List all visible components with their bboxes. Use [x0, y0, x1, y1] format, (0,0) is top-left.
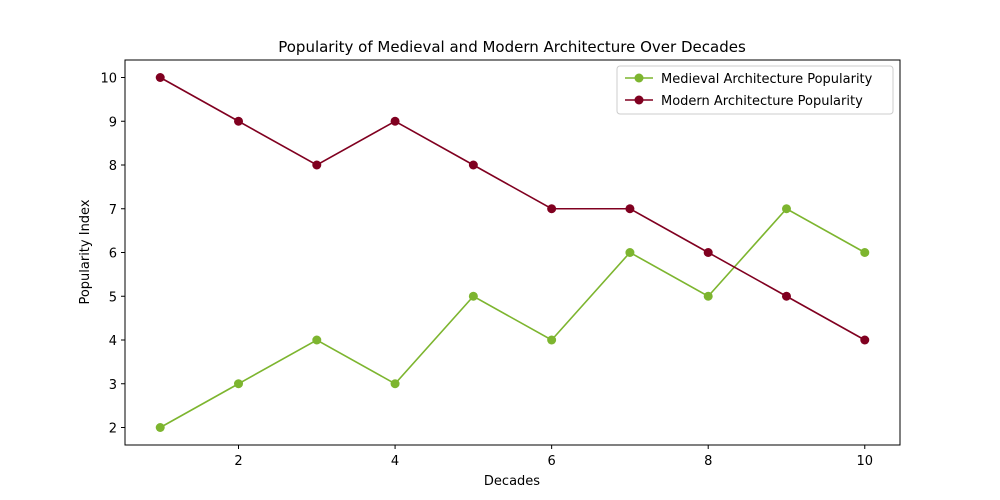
data-point-series-1	[468, 291, 478, 301]
x-tick-label: 8	[704, 454, 712, 469]
y-axis-label: Popularity Index	[78, 199, 93, 304]
legend-box	[616, 65, 894, 115]
data-point-series-2	[781, 291, 791, 301]
data-point-series-1	[625, 248, 635, 257]
y-tick-label: 2	[109, 422, 117, 437]
plot-area: 2 4 6 8 10 2 3 4 5 6 7 8 9 10	[100, 59, 901, 469]
y-tick-label: 8	[109, 159, 117, 174]
data-point-series-2	[234, 116, 244, 126]
y-tick-label: 3	[109, 378, 117, 393]
y-tick-label: 4	[109, 334, 117, 349]
y-tick-label: 10	[100, 72, 117, 87]
y-tick-label: 9	[109, 115, 117, 130]
legend-marker-2	[634, 95, 644, 105]
legend-marker-1	[634, 73, 644, 83]
data-point-series-1	[390, 379, 400, 389]
x-tick-label: 4	[391, 454, 399, 469]
data-point-series-2	[625, 204, 635, 214]
series-line-2	[159, 76, 866, 341]
x-tick-label: 2	[234, 454, 242, 469]
data-point-series-1	[781, 204, 791, 214]
data-point-series-2	[860, 335, 870, 345]
data-point-series-1	[312, 335, 322, 345]
legend-label-2: Modern Architecture Popularity	[661, 94, 863, 109]
data-point-series-1	[860, 248, 870, 257]
data-point-series-1	[155, 423, 165, 432]
legend-label-1: Medieval Architecture Popularity	[661, 72, 873, 87]
x-tick-label: 6	[548, 454, 556, 469]
data-point-series-1	[703, 291, 713, 301]
y-tick-label: 7	[109, 203, 117, 218]
data-point-series-2	[155, 73, 165, 82]
x-tick-label: 10	[856, 454, 873, 469]
data-point-series-2	[703, 248, 713, 257]
series-line-1	[159, 207, 866, 429]
y-tick-label: 5	[109, 290, 117, 305]
data-point-series-2	[312, 160, 322, 170]
y-tick-label: 6	[109, 247, 117, 262]
data-point-series-1	[234, 379, 244, 389]
x-axis-label: Decades	[484, 474, 540, 489]
legend: Medieval Architecture Popularity Modern A…	[616, 65, 894, 115]
data-point-series-2	[547, 204, 557, 214]
data-point-series-1	[547, 335, 557, 345]
data-point-series-2	[468, 160, 478, 170]
data-point-series-2	[390, 116, 400, 126]
chart-title: Popularity of Medieval and Modern Archit…	[278, 38, 746, 56]
